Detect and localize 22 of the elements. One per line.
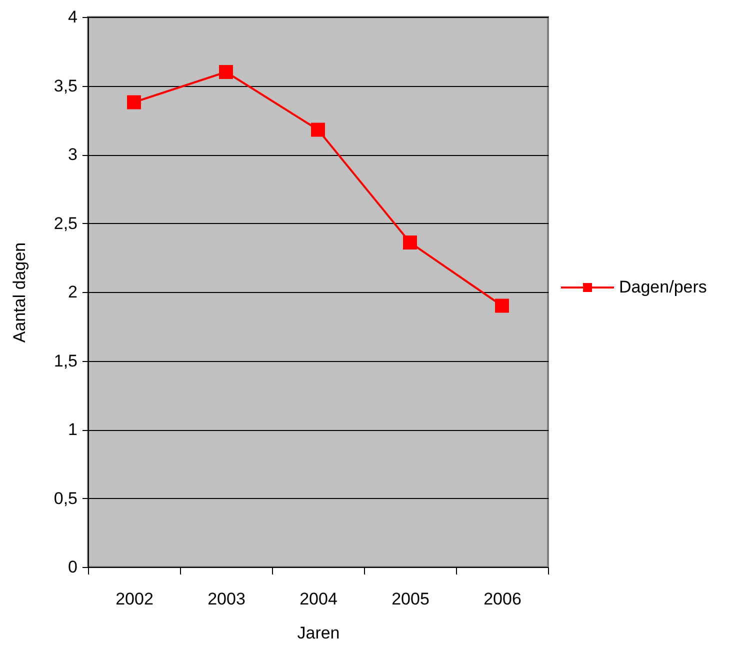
y-tick-label: 0,5 <box>54 488 78 508</box>
point <box>219 65 233 79</box>
legend-label: Dagen/pers <box>619 278 707 296</box>
x-tick-label: 2005 <box>392 590 430 608</box>
x-tick-label: 2004 <box>300 590 338 608</box>
y-tick-label: 3,5 <box>54 76 78 96</box>
x-tick-label: 2006 <box>484 590 522 608</box>
y-axis-title: Aantal dagen <box>10 242 29 343</box>
y-tick-label: 4 <box>68 8 78 26</box>
y-tick-label: 2,5 <box>54 214 78 233</box>
point <box>311 122 325 137</box>
x-axis-title: Jaren <box>297 624 340 642</box>
point <box>495 298 509 313</box>
point <box>403 236 417 250</box>
point <box>127 95 141 110</box>
y-tick-label: 3 <box>68 145 78 164</box>
x-tick-label: 2002 <box>116 590 154 608</box>
y-tick-label: 1,5 <box>54 351 78 370</box>
y-tick-label: 0 <box>68 558 78 576</box>
x-tick-label: 2003 <box>208 590 246 608</box>
y-tick-label: 2 <box>68 282 78 302</box>
y-tick-label: 1 <box>68 420 78 439</box>
